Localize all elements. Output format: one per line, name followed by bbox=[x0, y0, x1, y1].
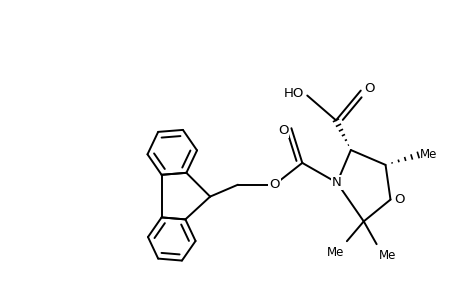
Text: Me: Me bbox=[420, 148, 438, 162]
Text: O: O bbox=[365, 82, 375, 95]
Text: O: O bbox=[395, 193, 405, 206]
Text: O: O bbox=[270, 178, 280, 191]
Text: N: N bbox=[332, 176, 342, 189]
Text: Me: Me bbox=[379, 249, 396, 262]
Text: HO: HO bbox=[284, 87, 304, 100]
Text: O: O bbox=[278, 124, 289, 137]
Text: Me: Me bbox=[327, 246, 344, 259]
